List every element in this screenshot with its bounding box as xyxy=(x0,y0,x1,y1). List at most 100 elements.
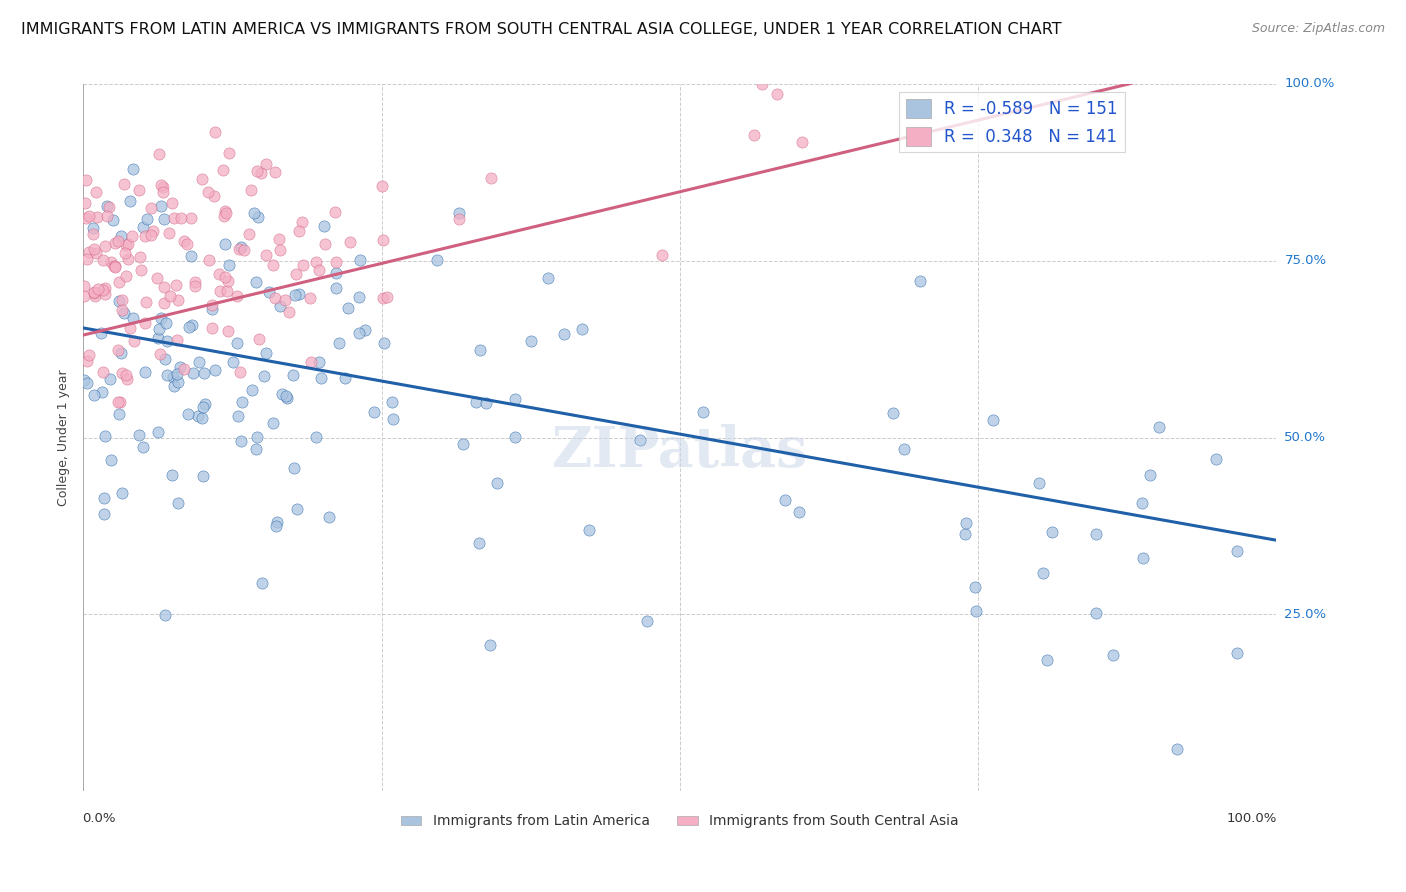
Point xyxy=(247,211,270,225)
Point xyxy=(191,468,214,483)
Point xyxy=(104,260,127,274)
Point xyxy=(266,516,288,530)
Point xyxy=(479,171,502,186)
Point xyxy=(214,204,236,219)
Point xyxy=(373,233,395,247)
Point xyxy=(83,388,105,402)
Point xyxy=(449,206,471,220)
Point xyxy=(1028,476,1050,491)
Point xyxy=(166,496,188,510)
Point xyxy=(183,276,205,290)
Point xyxy=(128,428,150,442)
Point xyxy=(1085,526,1108,541)
Point xyxy=(308,355,330,369)
Point xyxy=(188,355,211,369)
Point xyxy=(278,305,301,319)
Point xyxy=(228,242,250,256)
Point xyxy=(197,185,219,199)
Point xyxy=(553,327,575,342)
Point xyxy=(111,486,134,500)
Point xyxy=(150,178,173,192)
Point xyxy=(167,376,190,390)
Point xyxy=(131,440,153,454)
Point xyxy=(122,311,145,326)
Point xyxy=(117,252,139,266)
Point xyxy=(111,293,134,308)
Point xyxy=(882,406,904,420)
Point xyxy=(152,212,174,227)
Point xyxy=(120,320,142,334)
Point xyxy=(765,87,787,101)
Point xyxy=(153,279,176,293)
Point xyxy=(83,285,105,300)
Point xyxy=(287,502,309,516)
Point xyxy=(468,535,491,549)
Point xyxy=(190,171,212,186)
Point xyxy=(176,236,198,251)
Point xyxy=(83,289,105,303)
Point xyxy=(93,507,115,521)
Point xyxy=(274,293,297,307)
Point xyxy=(371,178,394,193)
Point xyxy=(100,254,122,268)
Point xyxy=(339,235,361,250)
Point xyxy=(94,280,117,294)
Point xyxy=(118,194,141,208)
Point xyxy=(246,430,269,444)
Text: IMMIGRANTS FROM LATIN AMERICA VS IMMIGRANTS FROM SOUTH CENTRAL ASIA COLLEGE, UND: IMMIGRANTS FROM LATIN AMERICA VS IMMIGRA… xyxy=(21,22,1062,37)
Point xyxy=(651,248,673,262)
Point xyxy=(94,429,117,443)
Point xyxy=(229,239,252,253)
Point xyxy=(269,232,291,246)
Point xyxy=(305,255,328,269)
Point xyxy=(134,228,156,243)
Point xyxy=(159,289,181,303)
Point xyxy=(107,293,129,308)
Point xyxy=(1130,495,1153,509)
Point xyxy=(111,366,134,380)
Point xyxy=(284,267,307,281)
Point xyxy=(328,336,350,351)
Point xyxy=(1102,648,1125,663)
Point xyxy=(193,366,215,380)
Point xyxy=(129,250,152,264)
Point xyxy=(269,299,291,313)
Point xyxy=(75,172,97,186)
Point xyxy=(1036,653,1059,667)
Point xyxy=(146,331,169,345)
Point xyxy=(1226,544,1249,558)
Point xyxy=(73,196,96,211)
Point xyxy=(269,244,291,258)
Point xyxy=(139,227,162,242)
Point xyxy=(318,509,340,524)
Point xyxy=(149,347,172,361)
Point xyxy=(103,259,125,273)
Point xyxy=(245,442,267,457)
Point xyxy=(98,372,121,386)
Point xyxy=(636,614,658,628)
Point xyxy=(110,346,132,360)
Point xyxy=(166,368,188,382)
Point xyxy=(141,201,163,215)
Point xyxy=(571,322,593,336)
Point xyxy=(112,306,135,320)
Point xyxy=(474,396,496,410)
Point xyxy=(76,252,98,266)
Point xyxy=(787,505,810,519)
Point xyxy=(150,311,173,326)
Point xyxy=(75,211,97,226)
Point xyxy=(225,335,247,350)
Point xyxy=(191,411,214,425)
Point xyxy=(86,210,108,224)
Point xyxy=(152,185,174,199)
Point xyxy=(167,293,190,307)
Point xyxy=(375,290,398,304)
Point xyxy=(217,324,239,338)
Point xyxy=(222,355,245,369)
Point xyxy=(349,253,371,268)
Point xyxy=(325,266,347,280)
Text: 0.0%: 0.0% xyxy=(82,813,115,825)
Point xyxy=(247,332,270,346)
Point xyxy=(232,243,254,257)
Point xyxy=(250,166,273,180)
